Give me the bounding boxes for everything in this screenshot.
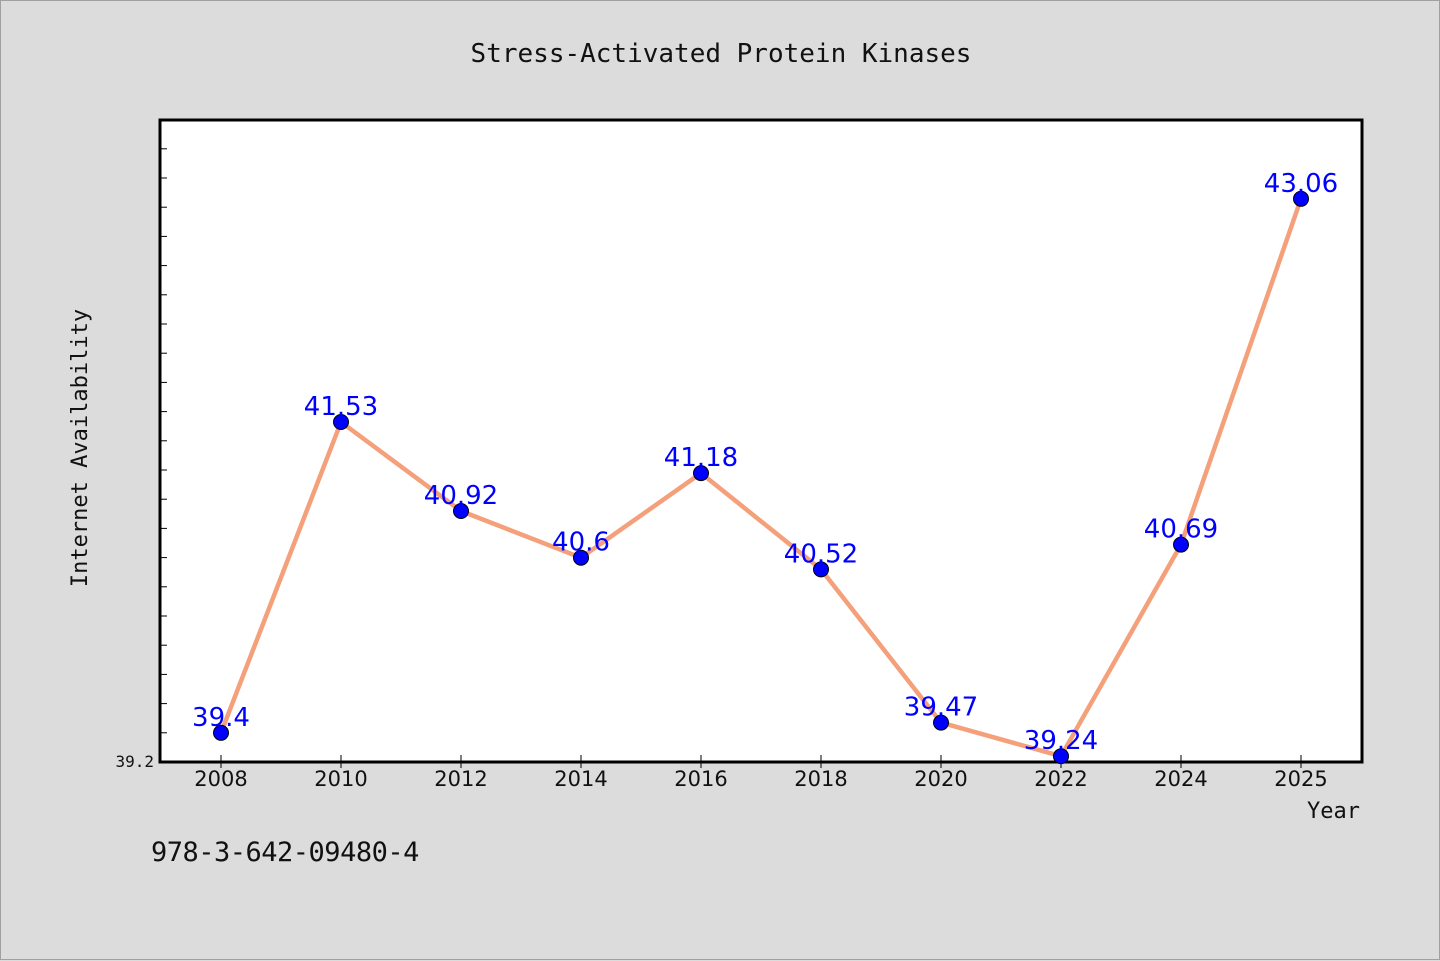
data-label: 40.6 <box>552 528 610 558</box>
data-point <box>933 714 949 731</box>
data-point <box>573 549 589 566</box>
y-axis-label: Internet Availability <box>68 309 93 587</box>
x-tick-label: 2016 <box>674 767 727 791</box>
x-tick-label: 2025 <box>1274 767 1327 791</box>
footer-isbn: 978-3-642-09480-4 <box>151 837 419 868</box>
x-tick-label: 2012 <box>434 767 487 791</box>
data-label: 40.92 <box>424 481 498 511</box>
chart-title: Stress-Activated Protein Kinases <box>471 39 972 69</box>
data-point <box>1053 748 1069 765</box>
data-point <box>1293 190 1309 207</box>
data-label: 43.06 <box>1264 169 1338 199</box>
data-point <box>1173 536 1189 553</box>
data-point <box>453 503 469 519</box>
x-tick-label: 2010 <box>314 767 367 791</box>
series-line <box>218 196 1304 759</box>
data-point <box>333 414 349 430</box>
data-point <box>813 561 829 578</box>
y-tick-label: 39.2 <box>115 752 154 771</box>
data-label: 39.24 <box>1024 726 1098 756</box>
x-tick-label: 2020 <box>914 767 967 791</box>
x-tick-label: 2024 <box>1154 767 1207 791</box>
x-tick-label: 2022 <box>1034 767 1087 791</box>
x-tick-label: 2008 <box>194 767 247 791</box>
x-tick-label: 2018 <box>794 767 847 791</box>
data-label: 41.18 <box>664 443 738 473</box>
plot-area <box>158 118 1364 764</box>
data-label: 41.53 <box>304 392 378 422</box>
data-point <box>693 465 709 482</box>
x-axis-label: Year <box>1307 799 1360 824</box>
data-label: 39.4 <box>192 703 250 733</box>
data-label: 40.52 <box>784 539 858 569</box>
data-label: 39.47 <box>904 693 978 723</box>
data-point <box>213 724 229 741</box>
x-tick-label: 2014 <box>554 767 607 791</box>
data-label: 40.69 <box>1144 515 1218 545</box>
